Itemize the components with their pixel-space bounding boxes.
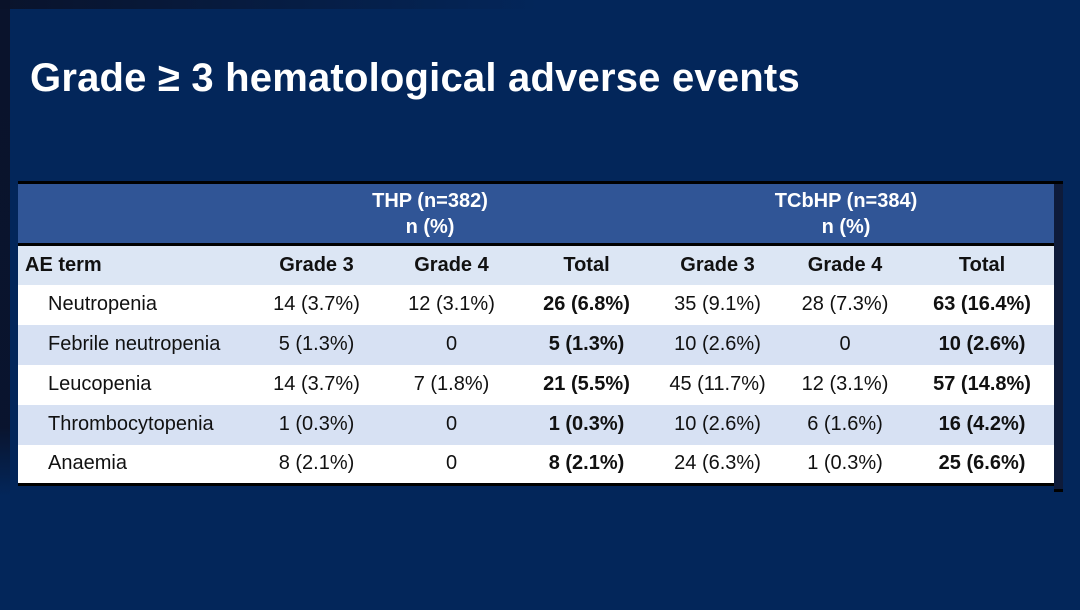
ae-term-cell: Febrile neutropenia bbox=[48, 333, 221, 355]
table-row-anaemia: Anaemia 8 (2.1%) 0 8 (2.1%) 24 (6.3%) 1 … bbox=[18, 444, 1055, 485]
column-header-grade4-thp: Grade 4 bbox=[414, 253, 489, 276]
group-header-spacer bbox=[18, 182, 248, 246]
group-header-thp-sub: n (%) bbox=[405, 215, 455, 238]
value-cell: 0 bbox=[445, 333, 458, 355]
value-cell: 1 (0.3%) bbox=[278, 413, 355, 435]
value-cell: 24 (6.3%) bbox=[674, 452, 761, 475]
value-cell: 6 (1.6%) bbox=[807, 413, 883, 435]
value-cell: 12 (3.1%) bbox=[801, 373, 889, 395]
group-header-tcbhp-label: TCbHP (n=384) bbox=[774, 189, 918, 212]
value-cell-total: 8 (2.1%) bbox=[548, 452, 625, 475]
page-title: Grade ≥ 3 hematological adverse events bbox=[30, 56, 800, 100]
table-row-neutropenia: Neutropenia 14 (3.7%) 12 (3.1%) 26 (6.8%… bbox=[18, 284, 1055, 325]
value-cell: 5 (1.3%) bbox=[278, 333, 355, 355]
column-header-grade3-thp: Grade 3 bbox=[279, 253, 354, 276]
value-cell: 12 (3.1%) bbox=[408, 293, 495, 315]
value-cell: 35 (9.1%) bbox=[674, 293, 761, 315]
top-edge-shadow bbox=[0, 0, 540, 9]
value-cell: 8 (2.1%) bbox=[278, 452, 355, 475]
value-cell-total: 5 (1.3%) bbox=[548, 333, 625, 355]
column-header-total-thp: Total bbox=[563, 253, 610, 276]
group-header-row: THP (n=382) n (%) TCbHP (n=384) n (%) bbox=[18, 182, 1055, 246]
value-cell: 10 (2.6%) bbox=[674, 333, 761, 355]
value-cell: 28 (7.3%) bbox=[801, 293, 889, 315]
table-row-leucopenia: Leucopenia 14 (3.7%) 7 (1.8%) 21 (5.5%) … bbox=[18, 364, 1055, 405]
column-header-total-tcbhp: Total bbox=[958, 253, 1006, 276]
value-cell-total: 25 (6.6%) bbox=[938, 452, 1026, 475]
value-cell: 0 bbox=[839, 333, 851, 355]
group-header-thp: THP (n=382) n (%) bbox=[248, 182, 656, 246]
value-cell: 14 (3.7%) bbox=[273, 293, 360, 315]
value-cell-total: 1 (0.3%) bbox=[548, 413, 625, 435]
left-edge-shadow bbox=[0, 0, 10, 496]
value-cell: 0 bbox=[445, 413, 458, 435]
column-header-ae-term: AE term bbox=[25, 253, 102, 276]
value-cell-total: 21 (5.5%) bbox=[543, 373, 630, 395]
value-cell: 1 (0.3%) bbox=[807, 452, 883, 475]
value-cell-total: 10 (2.6%) bbox=[938, 333, 1026, 355]
ae-term-cell: Thrombocytopenia bbox=[48, 413, 214, 435]
value-cell-total: 26 (6.8%) bbox=[543, 293, 630, 315]
value-cell: 0 bbox=[445, 452, 458, 475]
adverse-events-table: THP (n=382) n (%) TCbHP (n=384) n (%) AE… bbox=[18, 181, 1055, 486]
ae-term-cell: Leucopenia bbox=[48, 373, 152, 395]
table-row-febrile-neutropenia: Febrile neutropenia 5 (1.3%) 0 5 (1.3%) … bbox=[18, 324, 1055, 365]
ae-term-cell: Anaemia bbox=[48, 452, 127, 475]
table-right-edge-shadow bbox=[1054, 181, 1063, 492]
value-cell: 10 (2.6%) bbox=[674, 413, 761, 435]
column-header-row: AE term Grade 3 Grade 4 Total Grade 3 Gr… bbox=[18, 244, 1055, 285]
value-cell-total: 57 (14.8%) bbox=[933, 373, 1031, 395]
column-header-grade4-tcbhp: Grade 4 bbox=[807, 253, 883, 276]
table-row-thrombocytopenia: Thrombocytopenia 1 (0.3%) 0 1 (0.3%) 10 … bbox=[18, 404, 1055, 445]
group-header-tcbhp-sub: n (%) bbox=[821, 215, 871, 238]
value-cell: 14 (3.7%) bbox=[273, 373, 360, 395]
value-cell-total: 16 (4.2%) bbox=[938, 413, 1026, 435]
value-cell: 45 (11.7%) bbox=[669, 373, 766, 395]
column-header-grade3-tcbhp: Grade 3 bbox=[680, 253, 755, 276]
group-header-thp-label: THP (n=382) bbox=[372, 189, 488, 212]
value-cell-total: 63 (16.4%) bbox=[933, 293, 1031, 315]
ae-term-cell: Neutropenia bbox=[48, 293, 157, 315]
value-cell: 7 (1.8%) bbox=[413, 373, 490, 395]
group-header-tcbhp: TCbHP (n=384) n (%) bbox=[655, 182, 1055, 246]
